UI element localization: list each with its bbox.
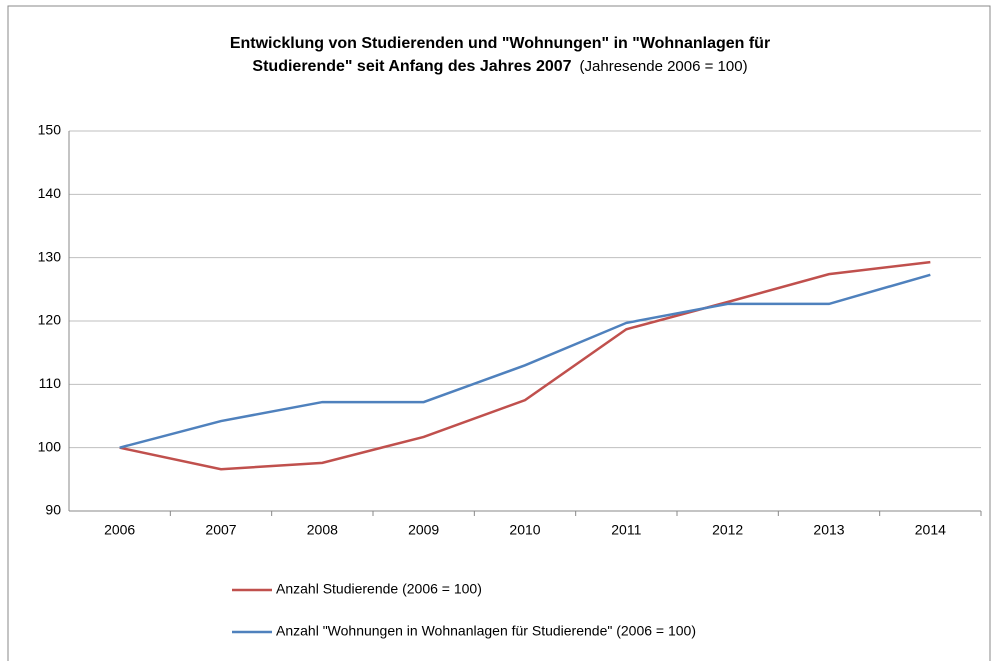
x-tick-label: 2007 [205, 522, 236, 538]
x-tick-label: 2012 [712, 522, 743, 538]
legend-label: Anzahl "Wohnungen in Wohnanlagen für Stu… [276, 623, 696, 639]
y-tick-label: 120 [38, 312, 62, 328]
y-tick-label: 140 [38, 185, 62, 201]
y-tick-label: 130 [38, 248, 62, 264]
series-line [119, 273, 931, 449]
x-tick-label: 2013 [813, 522, 844, 538]
chart-title: Studierende" seit Anfang des Jahres 2007 [252, 58, 571, 75]
x-tick-label: 2009 [408, 522, 439, 538]
y-tick-label: 90 [45, 502, 61, 518]
chart-title-line: Studierende" seit Anfang des Jahres 2007… [252, 58, 747, 75]
chart-frame [7, 5, 991, 661]
y-tick-label: 100 [38, 438, 62, 454]
series-line [119, 260, 931, 471]
y-tick-label: 110 [39, 375, 62, 391]
x-tick-label: 2006 [104, 522, 135, 538]
x-tick-label: 2014 [915, 522, 946, 538]
chart-title: Entwicklung von Studierenden und "Wohnun… [230, 35, 770, 52]
y-tick-label: 150 [38, 122, 62, 138]
chart-subtitle: (Jahresende 2006 = 100) [580, 58, 748, 75]
legend-label: Anzahl Studierende (2006 = 100) [276, 581, 482, 597]
x-tick-label: 2010 [509, 522, 540, 538]
x-tick-label: 2011 [611, 522, 641, 538]
x-tick-label: 2008 [307, 522, 338, 538]
